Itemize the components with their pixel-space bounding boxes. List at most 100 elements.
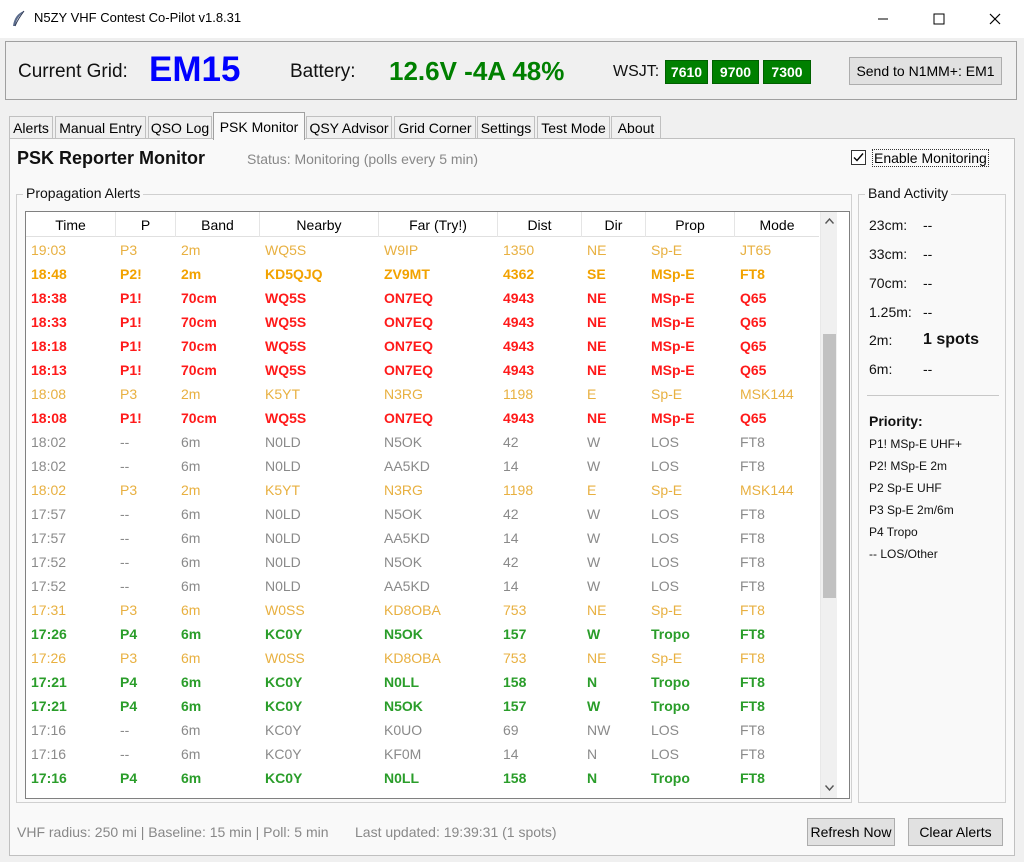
scroll-down-icon[interactable] xyxy=(821,779,838,796)
column-header[interactable]: Prop xyxy=(646,212,735,237)
band-cell: 6m xyxy=(181,626,202,642)
band-label: 1.25m: xyxy=(869,304,912,320)
table-row[interactable]: 19:03 P3 2m WQ5S W9IP 1350 NE Sp-E JT65 xyxy=(26,238,819,262)
column-header[interactable]: Band xyxy=(176,212,260,237)
dir-cell: W xyxy=(587,698,601,714)
column-header[interactable]: Dist xyxy=(498,212,582,237)
send-to-n1mm-button[interactable]: Send to N1MM+: EM1 xyxy=(849,57,1002,85)
column-header[interactable]: Far (Try!) xyxy=(379,212,498,237)
title-bar: N5ZY VHF Contest Co-Pilot v1.8.31 xyxy=(0,0,1024,38)
table-row[interactable]: 17:16 -- 6m KC0Y K0UO 69 NW LOS FT8 xyxy=(26,718,819,742)
table-row[interactable]: 18:02 P3 2m K5YT N3RG 1198 E Sp-E MSK144 xyxy=(26,478,819,502)
table-row[interactable]: 17:52 -- 6m N0LD N5OK 42 W LOS FT8 xyxy=(26,550,819,574)
priority-cell: -- xyxy=(120,554,130,570)
table-row[interactable]: 17:52 -- 6m N0LD AA5KD 14 W LOS FT8 xyxy=(26,574,819,598)
enable-monitoring-label[interactable]: Enable Monitoring xyxy=(872,149,989,167)
nearby-cell: KC0Y xyxy=(265,674,303,690)
mode-cell: Q65 xyxy=(740,314,767,330)
band-label: 70cm: xyxy=(869,275,908,291)
table-row[interactable]: 18:08 P1! 70cm WQ5S ON7EQ 4943 NE MSp-E Q65 xyxy=(26,406,819,430)
priority-line: P4 Tropo xyxy=(869,525,918,539)
table-row[interactable]: 17:57 -- 6m N0LD N5OK 42 W LOS FT8 xyxy=(26,502,819,526)
close-button[interactable] xyxy=(967,0,1023,38)
nearby-cell: WQ5S xyxy=(265,410,307,426)
band-value: -- xyxy=(923,217,933,233)
table-row[interactable]: 17:31 P3 6m W0SS KD8OBA 753 NE Sp-E FT8 xyxy=(26,598,819,622)
table-row[interactable]: 17:26 P3 6m W0SS KD8OBA 753 NE Sp-E FT8 xyxy=(26,646,819,670)
alerts-table[interactable]: Time P Band Nearby Far (Try!) Dist Dir P… xyxy=(25,211,850,799)
dir-cell: W xyxy=(587,554,601,570)
column-header[interactable]: Time xyxy=(26,212,116,237)
priority-cell: P4 xyxy=(120,674,138,690)
tab-about[interactable]: About xyxy=(611,116,661,139)
nearby-cell: KC0Y xyxy=(265,698,303,714)
band-value: 1 spots xyxy=(923,331,980,348)
column-header[interactable]: Nearby xyxy=(260,212,379,237)
scroll-up-icon[interactable] xyxy=(821,212,838,229)
mode-cell: MSK144 xyxy=(740,386,794,402)
table-row[interactable]: 18:38 P1! 70cm WQ5S ON7EQ 4943 NE MSp-E Q65 xyxy=(26,286,819,310)
time-cell: 18:02 xyxy=(31,458,67,474)
band-value: -- xyxy=(923,275,933,291)
table-row[interactable]: 18:08 P3 2m K5YT N3RG 1198 E Sp-E MSK144 xyxy=(26,382,819,406)
minimize-button[interactable] xyxy=(855,0,911,38)
tab-grid-corner[interactable]: Grid Corner xyxy=(394,116,476,139)
tab-test-mode[interactable]: Test Mode xyxy=(537,116,610,139)
tab-manual-entry[interactable]: Manual Entry xyxy=(55,116,146,139)
table-row[interactable]: 17:57 -- 6m N0LD AA5KD 14 W LOS FT8 xyxy=(26,526,819,550)
enable-monitoring-checkbox[interactable] xyxy=(851,150,866,165)
prop-cell: Tropo xyxy=(651,770,690,786)
column-header[interactable]: Mode xyxy=(759,216,795,233)
time-cell: 18:33 xyxy=(31,314,67,330)
refresh-now-button[interactable]: Refresh Now xyxy=(807,818,895,846)
band-cell: 6m xyxy=(181,698,202,714)
table-row[interactable]: 18:48 P2! 2m KD5QJQ ZV9MT 4362 SE MSp-E FT8 xyxy=(26,262,819,286)
table-row[interactable]: 17:16 P4 6m KC0Y N0LL 158 N Tropo FT8 xyxy=(26,766,819,790)
table-row[interactable]: 18:02 -- 6m N0LD N5OK 42 W LOS FT8 xyxy=(26,430,819,454)
mode-cell: JT65 xyxy=(740,242,772,258)
table-row[interactable]: 17:21 P4 6m KC0Y N0LL 158 N Tropo FT8 xyxy=(26,670,819,694)
dir-cell: W xyxy=(587,458,601,474)
tab-psk-monitor[interactable]: PSK Monitor xyxy=(213,112,305,140)
mode-cell: FT8 xyxy=(740,722,765,738)
time-cell: 18:02 xyxy=(31,482,67,498)
priority-cell: P3 xyxy=(120,650,138,666)
status-header: Current Grid: EM15 Battery: 12.6V -4A 48… xyxy=(5,41,1017,100)
time-cell: 17:52 xyxy=(31,554,67,570)
table-row[interactable]: 18:18 P1! 70cm WQ5S ON7EQ 4943 NE MSp-E Q65 xyxy=(26,334,819,358)
band-cell: 6m xyxy=(181,722,201,738)
table-row[interactable]: 17:21 P4 6m KC0Y N5OK 157 W Tropo FT8 xyxy=(26,694,819,718)
vertical-scrollbar[interactable] xyxy=(820,212,837,798)
time-cell: 17:16 xyxy=(31,770,67,786)
maximize-button[interactable] xyxy=(911,0,967,38)
table-row[interactable]: 17:26 P4 6m KC0Y N5OK 157 W Tropo FT8 xyxy=(26,622,819,646)
far-cell: N5OK xyxy=(384,626,423,642)
time-cell: 18:08 xyxy=(31,410,67,426)
tab-qsy-advisor[interactable]: QSY Advisor xyxy=(306,116,392,139)
clear-alerts-button[interactable]: Clear Alerts xyxy=(908,818,1003,846)
scroll-thumb[interactable] xyxy=(823,334,836,598)
table-row[interactable]: 18:02 -- 6m N0LD AA5KD 14 W LOS FT8 xyxy=(26,454,819,478)
table-row[interactable]: 18:33 P1! 70cm WQ5S ON7EQ 4943 NE MSp-E Q65 xyxy=(26,310,819,334)
window-title: N5ZY VHF Contest Co-Pilot v1.8.31 xyxy=(34,10,242,25)
band-row-6m: 6m: -- xyxy=(869,361,932,377)
band-cell: 6m xyxy=(181,554,201,570)
time-cell: 17:57 xyxy=(31,506,67,522)
table-row[interactable]: 18:13 P1! 70cm WQ5S ON7EQ 4943 NE MSp-E Q65 xyxy=(26,358,819,382)
time-cell: 18:48 xyxy=(31,266,67,282)
column-header[interactable]: P xyxy=(116,212,176,237)
tab-alerts[interactable]: Alerts xyxy=(9,116,53,139)
far-cell: W9IP xyxy=(384,242,419,258)
tab-qso-log[interactable]: QSO Log xyxy=(148,116,212,139)
prop-cell: Sp-E xyxy=(651,482,683,498)
nearby-cell: KC0Y xyxy=(265,626,303,642)
prop-cell: MSp-E xyxy=(651,266,695,282)
dir-cell: W xyxy=(587,434,601,450)
column-header[interactable]: Dir xyxy=(582,212,646,237)
dir-cell: N xyxy=(587,674,598,690)
prop-cell: Tropo xyxy=(651,626,690,642)
table-row[interactable]: 17:16 -- 6m KC0Y KF0M 14 N LOS FT8 xyxy=(26,742,819,766)
dist-cell: 157 xyxy=(503,698,527,714)
nearby-cell: KC0Y xyxy=(265,722,302,738)
tab-settings[interactable]: Settings xyxy=(477,116,535,139)
